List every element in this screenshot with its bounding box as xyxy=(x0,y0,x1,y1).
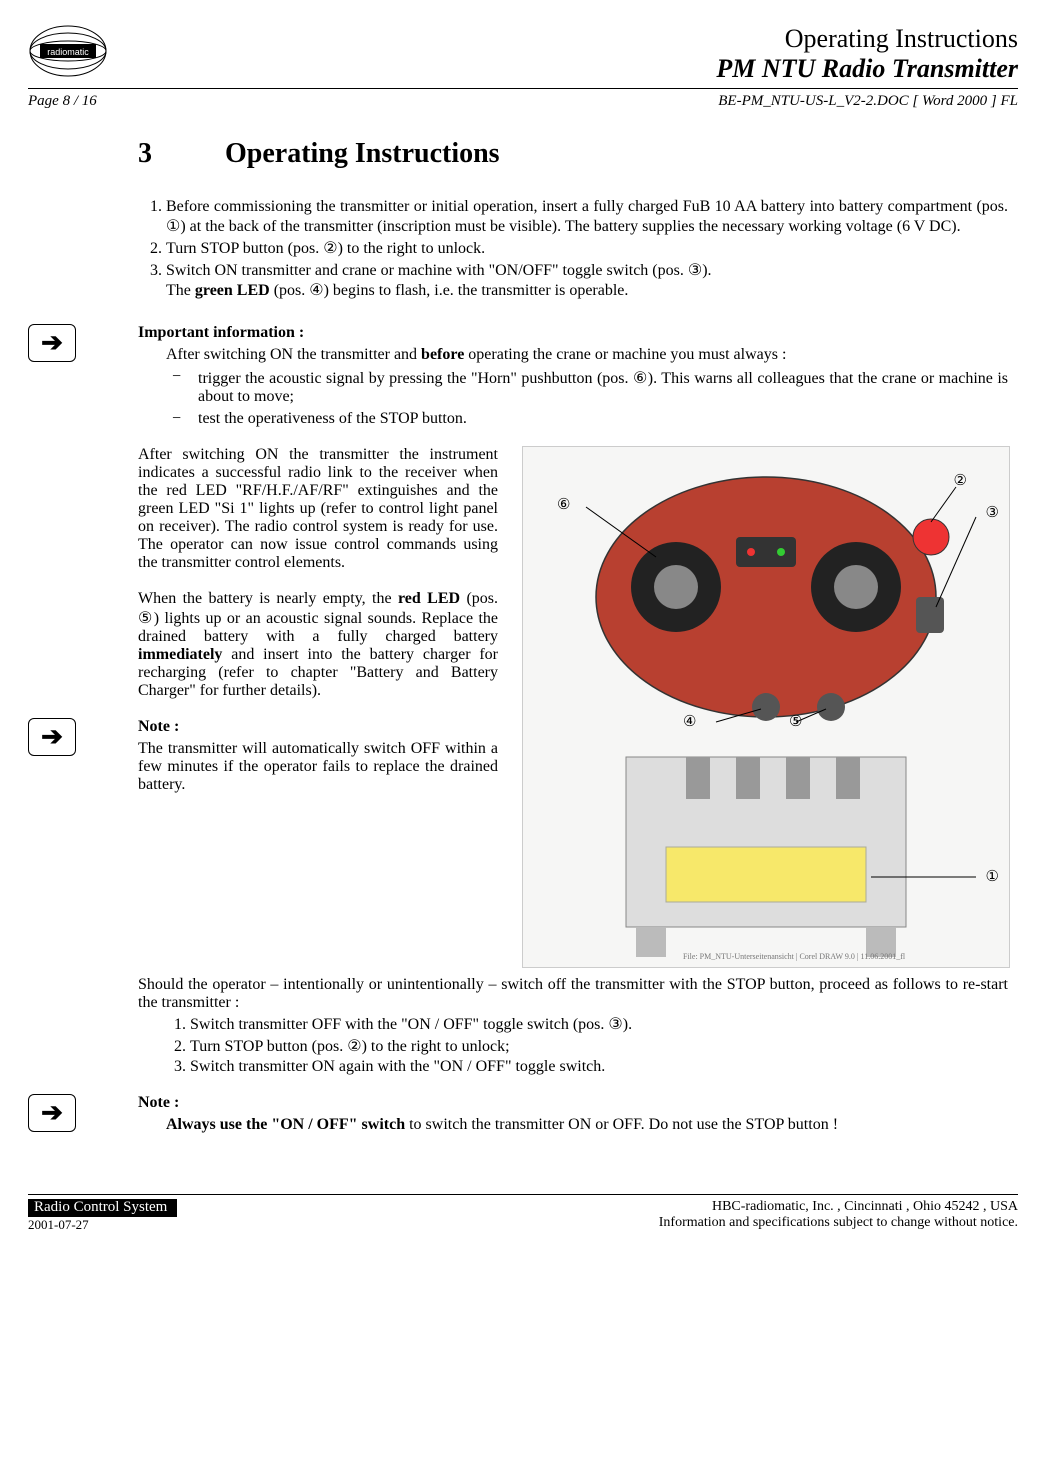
header-titles: Operating Instructions PM NTU Radio Tran… xyxy=(716,24,1018,84)
note-1-block: ➔ Note : The transmitter will automatica… xyxy=(138,718,498,794)
fig-callout-1: ① xyxy=(986,867,999,886)
figure-caption: File: PM_NTU-Unterseitenansicht | Corel … xyxy=(683,952,905,961)
fig-callout-4: ④ xyxy=(683,712,696,731)
callout-2-icon: ② xyxy=(347,1038,361,1055)
page-number: Page 8 / 16 xyxy=(28,93,97,110)
important-body: After switching ON the transmitter and b… xyxy=(166,346,1008,428)
callout-6-icon: ⑥ xyxy=(633,370,648,387)
important-info-block: ➔ Important information : After switchin… xyxy=(138,324,1008,428)
important-bullets: trigger the acoustic signal by pressing … xyxy=(166,368,1008,428)
restart-step-1: Switch transmitter OFF with the "ON / OF… xyxy=(190,1014,1008,1034)
footer-company: HBC-radiomatic, Inc. , Cincinnati , Ohio… xyxy=(712,1199,1018,1214)
footer-date: 2001-07-27 xyxy=(28,1217,89,1232)
header-title-1: Operating Instructions xyxy=(716,24,1018,54)
callout-5-icon: ⑤ xyxy=(138,610,154,627)
note-2-body: Always use the "ON / OFF" switch to swit… xyxy=(166,1116,1008,1134)
restart-steps-list: Switch transmitter OFF with the "ON / OF… xyxy=(138,1014,1008,1076)
paragraph-battery: When the battery is nearly empty, the re… xyxy=(138,590,498,700)
text-column: After switching ON the transmitter the i… xyxy=(138,446,498,968)
page-footer: Radio Control System 2001-07-27 HBC-radi… xyxy=(28,1194,1018,1234)
callout-3-icon: ③ xyxy=(688,262,702,279)
important-bullet-2: test the operativeness of the STOP butto… xyxy=(166,410,1008,428)
step-3: Switch ON transmitter and crane or machi… xyxy=(166,260,1008,300)
note-1-title: Note : xyxy=(138,718,498,736)
fig-callout-6: ⑥ xyxy=(557,495,570,514)
subheader: Page 8 / 16 BE-PM_NTU-US-L_V2-2.DOC [ Wo… xyxy=(28,93,1018,110)
paragraph-radio-link: After switching ON the transmitter the i… xyxy=(138,446,498,572)
restart-section: Should the operator – intentionally or u… xyxy=(138,976,1008,1076)
section-number: 3 xyxy=(138,138,218,170)
callout-1-icon: ① xyxy=(166,218,180,235)
callout-2-icon: ② xyxy=(323,240,337,257)
header-title-2: PM NTU Radio Transmitter xyxy=(716,54,1018,84)
footer-disclaimer: Information and specifications subject t… xyxy=(659,1215,1018,1230)
arrow-icon: ➔ xyxy=(28,718,76,756)
fig-callout-3: ③ xyxy=(986,503,999,522)
section-title: Operating Instructions xyxy=(225,138,500,169)
company-logo: radiomatic xyxy=(28,24,108,79)
callout-4-icon: ④ xyxy=(309,282,323,299)
important-title: Important information : xyxy=(138,324,1008,342)
section-heading: 3 Operating Instructions xyxy=(138,138,1008,170)
note-2-title: Note : xyxy=(138,1094,1008,1112)
step-2: Turn STOP button (pos. ②) to the right t… xyxy=(166,238,1008,258)
note-1-body: The transmitter will automatically switc… xyxy=(138,740,498,794)
arrow-icon: ➔ xyxy=(28,324,76,362)
footer-system-label: Radio Control System xyxy=(28,1199,177,1217)
footer-row: Radio Control System 2001-07-27 HBC-radi… xyxy=(28,1199,1018,1234)
doc-reference: BE-PM_NTU-US-L_V2-2.DOC [ Word 2000 ] FL xyxy=(718,93,1018,110)
fig-callout-2: ② xyxy=(954,471,967,490)
two-column-section: After switching ON the transmitter the i… xyxy=(138,446,1008,968)
note-2-block: ➔ Note : Always use the "ON / OFF" switc… xyxy=(138,1094,1008,1134)
arrow-icon: ➔ xyxy=(28,1094,76,1132)
figure-column: ⑥ ② ③ ④ ⑤ ① File: PM_NTU-Unterseitenansi… xyxy=(522,446,1008,968)
important-bullet-1: trigger the acoustic signal by pressing … xyxy=(166,368,1008,406)
restart-step-2: Turn STOP button (pos. ②) to the right t… xyxy=(190,1036,1008,1056)
svg-text:radiomatic: radiomatic xyxy=(47,47,89,57)
restart-intro: Should the operator – intentionally or u… xyxy=(138,976,1008,1011)
callout-3-icon: ③ xyxy=(608,1016,622,1033)
footer-left: Radio Control System 2001-07-27 xyxy=(28,1199,177,1234)
footer-right: HBC-radiomatic, Inc. , Cincinnati , Ohio… xyxy=(659,1199,1018,1231)
main-steps-list: Before commissioning the transmitter or … xyxy=(138,198,1008,300)
restart-step-3: Switch transmitter ON again with the "ON… xyxy=(190,1058,1008,1076)
content-area: 3 Operating Instructions Before commissi… xyxy=(138,138,1008,1134)
step-1: Before commissioning the transmitter or … xyxy=(166,198,1008,236)
page-header: radiomatic Operating Instructions PM NTU… xyxy=(28,24,1018,89)
transmitter-diagram: ⑥ ② ③ ④ ⑤ ① File: PM_NTU-Unterseitenansi… xyxy=(522,446,1010,968)
footer-rule xyxy=(28,1194,1018,1195)
fig-callout-5: ⑤ xyxy=(789,712,802,731)
